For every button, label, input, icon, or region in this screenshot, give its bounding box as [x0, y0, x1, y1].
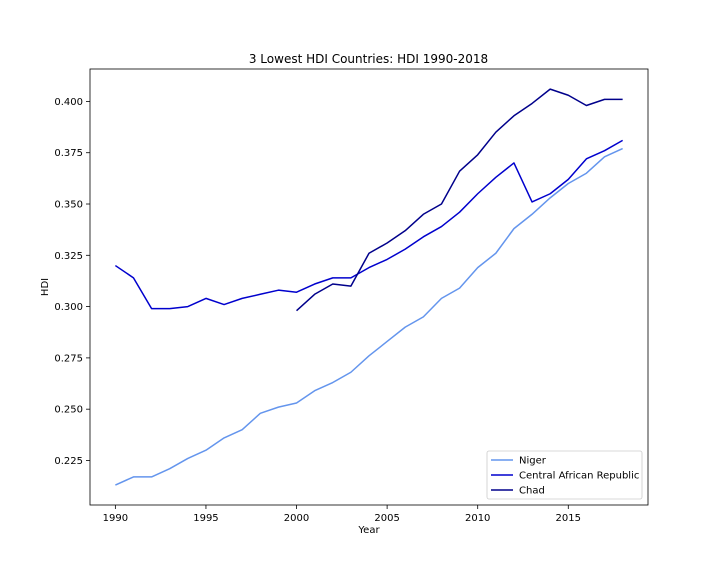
legend-label-niger: Niger — [519, 456, 547, 467]
x-tick-label: 2015 — [556, 513, 581, 524]
y-tick-label: 0.250 — [54, 405, 83, 416]
y-tick-label: 0.350 — [54, 200, 83, 211]
series-line-central-african-republic — [114, 139, 624, 310]
chart-title: 3 Lowest HDI Countries: HDI 1990-2018 — [249, 52, 488, 66]
y-tick-label: 0.375 — [54, 148, 83, 159]
y-axis-label: HDI — [40, 278, 51, 296]
plot-frame — [89, 68, 649, 506]
x-tick-label: 2000 — [284, 513, 309, 524]
y-tick-label: 0.325 — [54, 251, 83, 262]
legend-label-central-african-republic: Central African Republic — [519, 471, 639, 482]
legend-items: Niger Central African Republic Chad — [491, 456, 639, 497]
series-line-niger — [115, 147, 623, 486]
legend-label-chad: Chad — [519, 486, 545, 497]
x-tick-label: 1990 — [103, 513, 128, 524]
x-axis-label: Year — [357, 525, 380, 536]
y-tick-label: 0.275 — [54, 353, 83, 364]
y-tick-label: 0.400 — [54, 97, 83, 108]
legend: Niger Central African Republic Chad — [486, 450, 643, 500]
x-axis-ticks: 1990 1995 2000 2005 2010 2015 — [103, 505, 581, 524]
x-tick-label: 1995 — [193, 513, 218, 524]
series-line-chad — [296, 88, 623, 312]
series-layer — [114, 88, 624, 486]
y-tick-label: 0.300 — [54, 302, 83, 313]
legend-box — [486, 450, 643, 500]
y-axis-ticks: 0.225 0.250 0.275 0.300 0.325 0.350 0.375 0.400 — [54, 97, 90, 467]
x-tick-label: 2005 — [374, 513, 399, 524]
y-tick-label: 0.225 — [54, 456, 83, 467]
x-tick-label: 2010 — [465, 513, 490, 524]
